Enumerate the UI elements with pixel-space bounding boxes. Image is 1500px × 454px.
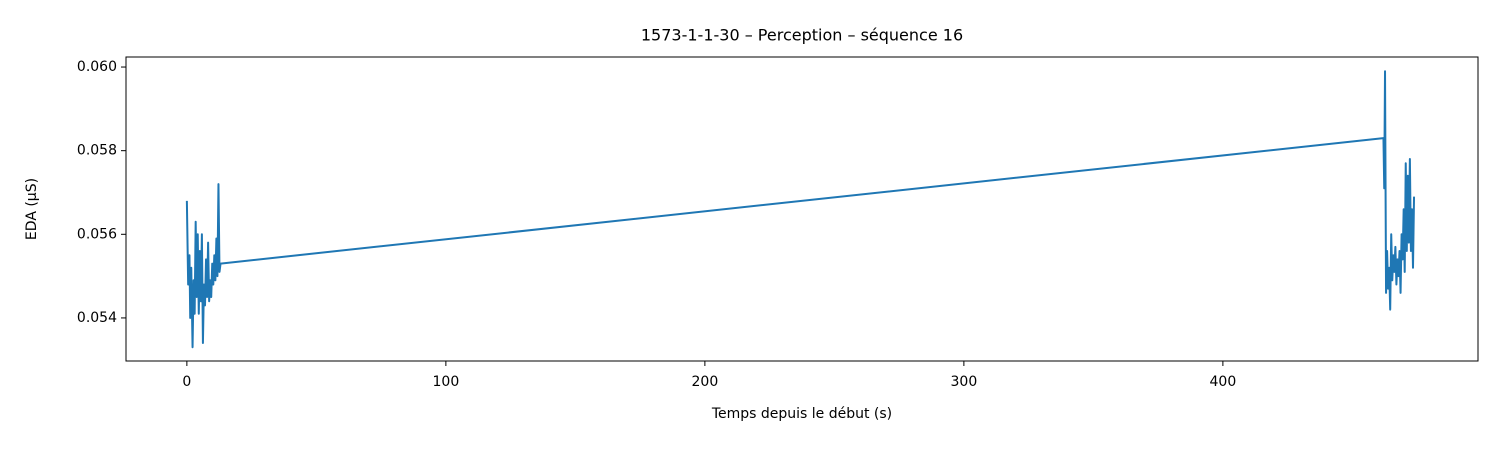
x-tick-label: 100 bbox=[433, 374, 460, 390]
y-tick-label: 0.060 bbox=[77, 59, 117, 75]
chart-title: 1573-1-1-30 – Perception – séquence 16 bbox=[641, 26, 963, 45]
x-axis-label: Temps depuis le début (s) bbox=[711, 406, 892, 422]
x-tick-label: 200 bbox=[692, 374, 719, 390]
x-tick-label: 0 bbox=[182, 374, 191, 390]
plot-frame bbox=[125, 56, 1479, 362]
x-tick-label: 300 bbox=[951, 374, 978, 390]
data-line bbox=[185, 70, 1416, 349]
y-axis-label: EDA (µS) bbox=[24, 178, 40, 240]
y-tick-label: 0.058 bbox=[77, 143, 117, 159]
y-tick-label: 0.056 bbox=[77, 226, 117, 242]
x-tick-label: 400 bbox=[1210, 374, 1237, 390]
y-tick-label: 0.054 bbox=[77, 310, 117, 326]
